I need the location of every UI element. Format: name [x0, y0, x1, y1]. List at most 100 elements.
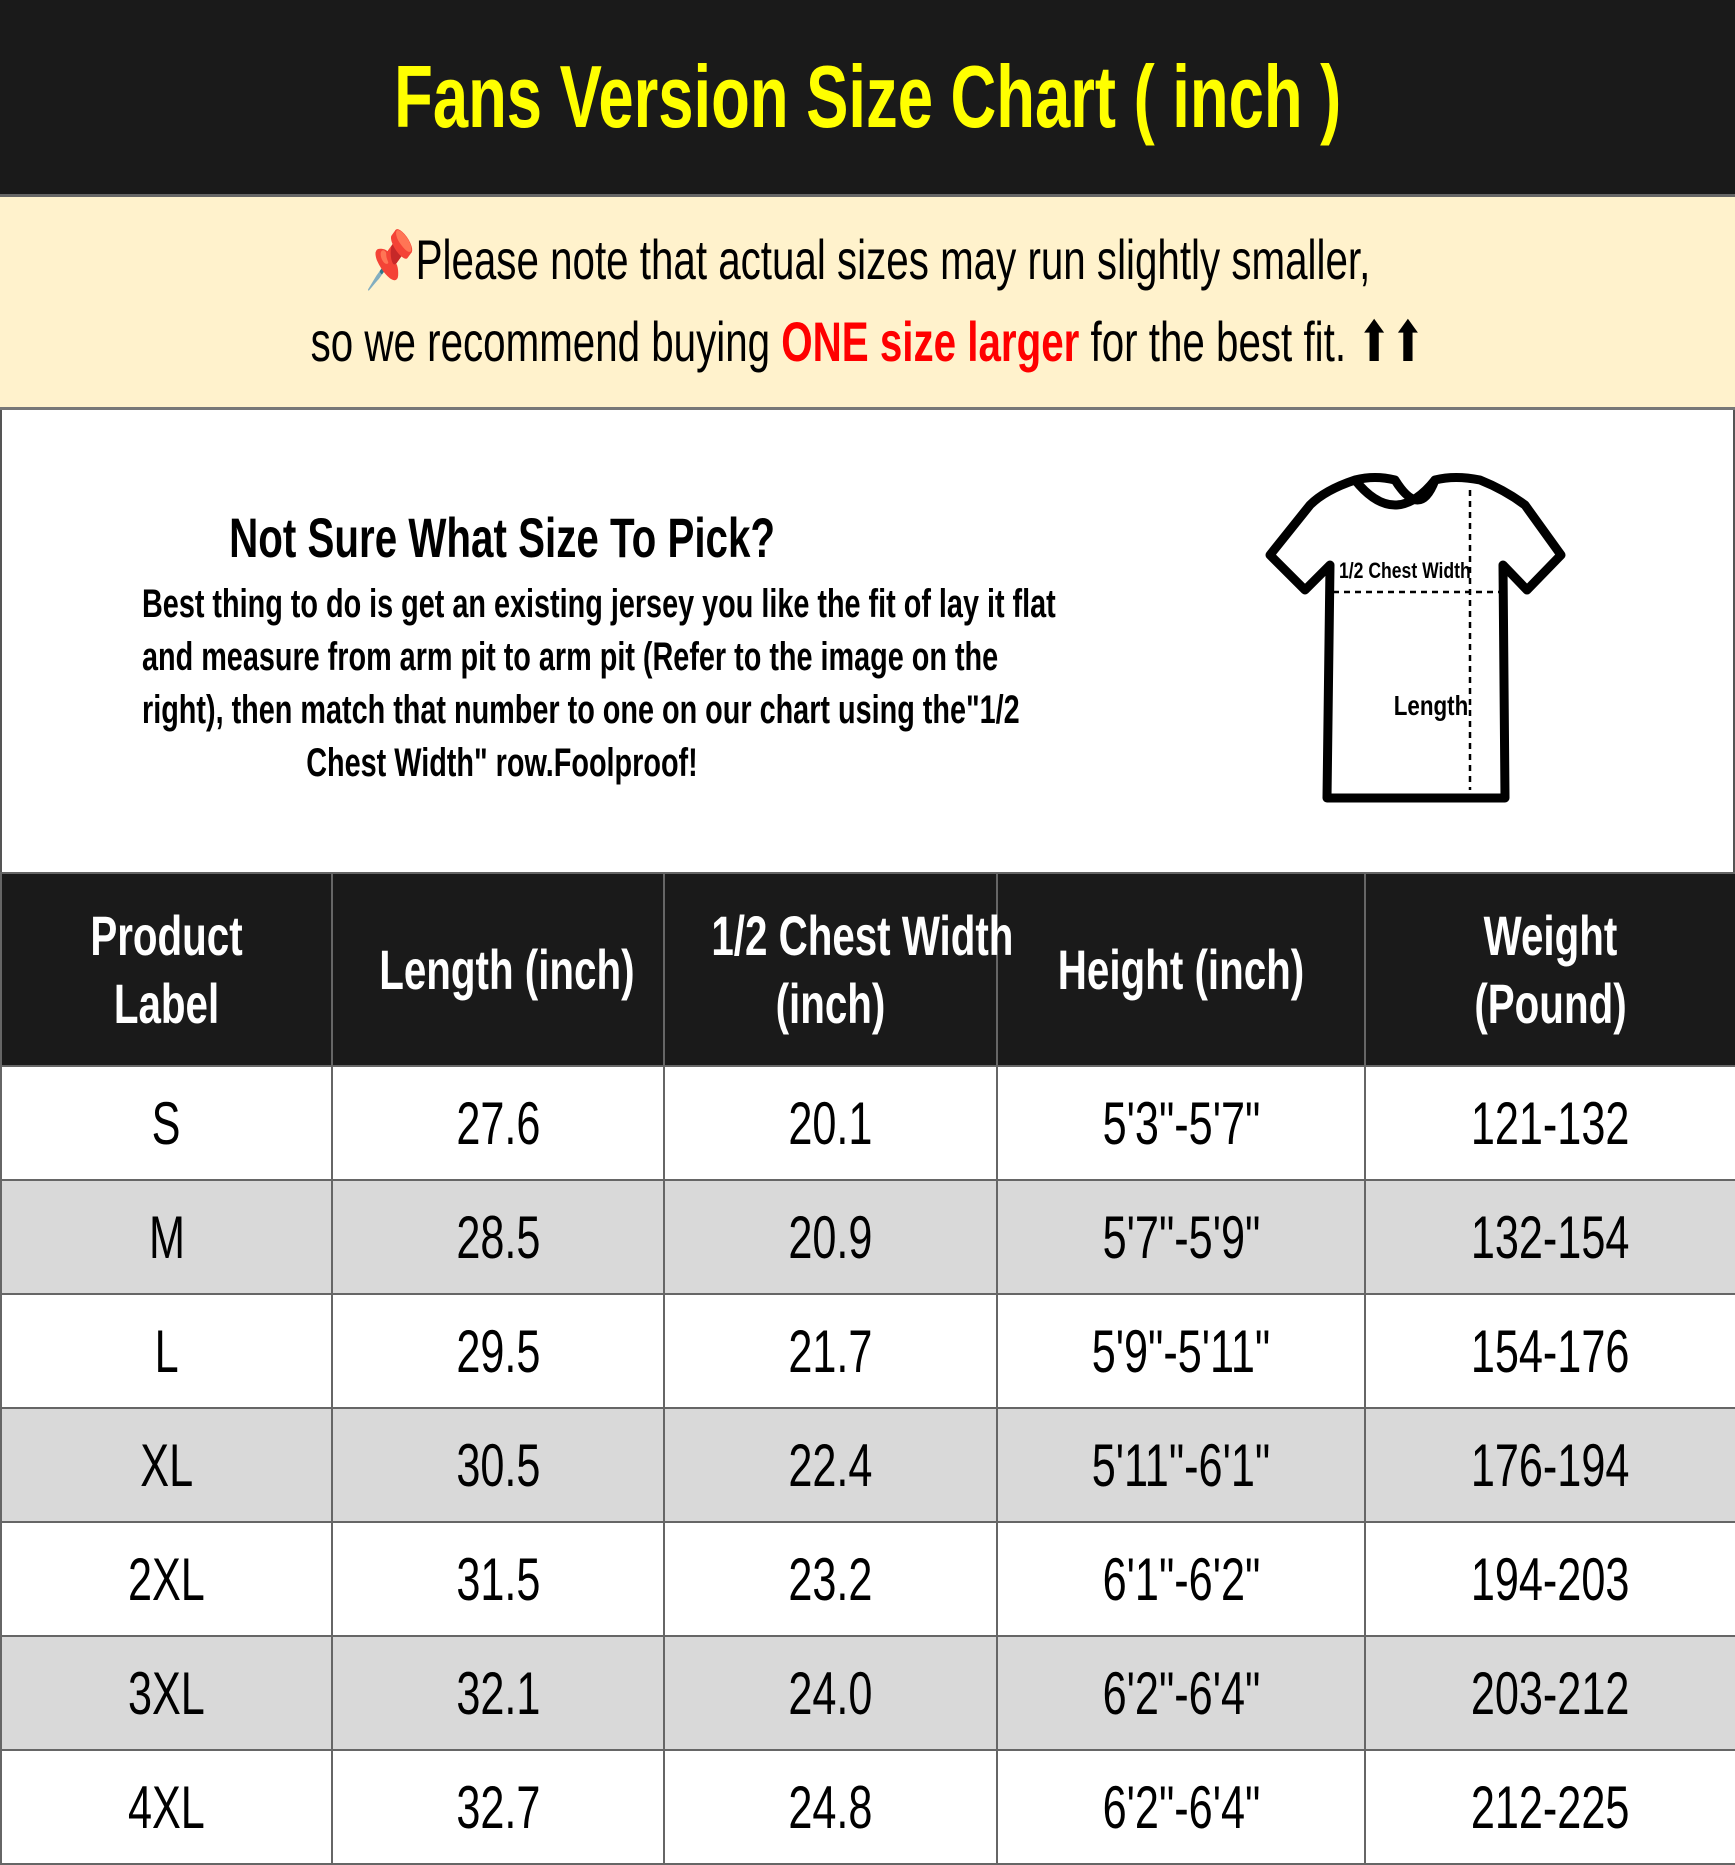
cell-text: 5'11"-6'1" — [1091, 1431, 1271, 1499]
cell-text: 5'9"-5'11" — [1091, 1317, 1271, 1385]
cell-text: 3XL — [128, 1659, 205, 1727]
table-cell: 32.1 — [331, 1635, 665, 1751]
cell-text: 121-132 — [1471, 1089, 1630, 1157]
cell-text: 22.4 — [788, 1431, 873, 1499]
table-cell: 194-203 — [1364, 1521, 1735, 1637]
table-cell: 132-154 — [1364, 1179, 1735, 1295]
table-cell: XL — [0, 1407, 333, 1523]
table-cell: 154-176 — [1364, 1293, 1735, 1409]
table-cell: 6'2"-6'4" — [996, 1749, 1366, 1865]
table-cell: 5'9"-5'11" — [996, 1293, 1366, 1409]
cell-text: M — [148, 1203, 185, 1271]
table-cell: 176-194 — [1364, 1407, 1735, 1523]
table-cell: 27.6 — [331, 1065, 665, 1181]
table-cell: 2XL — [0, 1521, 333, 1637]
tshirt-diagram: 1/2 Chest Width Length — [1265, 473, 1566, 803]
cell-text: 28.5 — [455, 1203, 541, 1271]
table-cell: 212-225 — [1364, 1749, 1735, 1865]
table-cell: 20.9 — [663, 1179, 998, 1295]
header-text: (inch) — [775, 971, 886, 1035]
cell-text: S — [152, 1089, 181, 1157]
note-line-1: Please note that actual sizes may run sl… — [415, 228, 1370, 291]
cell-text: 24.8 — [788, 1773, 873, 1841]
table-row: 3XL 32.1 24.0 6'2"-6'4" 203-212 — [0, 1635, 1735, 1751]
cell-text: 24.0 — [788, 1659, 873, 1727]
table-cell: S — [0, 1065, 333, 1181]
cell-text: 132-154 — [1471, 1203, 1630, 1271]
cell-text: 27.6 — [455, 1089, 541, 1157]
note-line-2-pre: so we recommend buying — [310, 310, 782, 373]
table-cell: 29.5 — [331, 1293, 665, 1409]
cell-text: 32.7 — [455, 1773, 541, 1841]
header-text: Height (inch) — [1057, 937, 1305, 1001]
table-cell: 22.4 — [663, 1407, 998, 1523]
table-cell: 3XL — [0, 1635, 333, 1751]
cell-text: 21.7 — [788, 1317, 873, 1385]
table-cell: 5'7"-5'9" — [996, 1179, 1366, 1295]
column-header: Weight (Pound) — [1364, 872, 1735, 1067]
cell-text: 31.5 — [455, 1545, 541, 1613]
header-text: (Pound) — [1474, 971, 1627, 1035]
cell-text: 203-212 — [1471, 1659, 1630, 1727]
measure-guide: Not Sure What Size To Pick? Best thing t… — [0, 410, 1735, 873]
cell-text: 194-203 — [1471, 1545, 1630, 1613]
cell-text: XL — [140, 1431, 193, 1499]
table-cell: M — [0, 1179, 333, 1295]
table-cell: 21.7 — [663, 1293, 998, 1409]
size-table: Product Label Length (inch) 1/2 Chest Width… — [0, 872, 1735, 1865]
cell-text: 5'7"-5'9" — [1102, 1203, 1260, 1271]
guide-line: right), then match that number to one on… — [142, 688, 1020, 732]
note-line-2-post: for the best fit. — [1079, 310, 1358, 373]
header-text: Product — [90, 903, 243, 967]
cell-text: 6'1"-6'2" — [1102, 1545, 1260, 1613]
table-row: 4XL 32.7 24.8 6'2"-6'4" 212-225 — [0, 1749, 1735, 1865]
table-cell: 24.8 — [663, 1749, 998, 1865]
table-cell: 28.5 — [331, 1179, 665, 1295]
guide-line: and measure from arm pit to arm pit (Ref… — [142, 635, 999, 679]
guide-line: Chest Width" row.Foolproof! — [306, 741, 698, 785]
length-label: Length — [1394, 691, 1469, 722]
guide-text: Best thing to do is get an existing jers… — [2, 578, 1056, 790]
size-note: 📌Please note that actual sizes may run s… — [0, 194, 1735, 410]
cell-text: 6'2"-6'4" — [1102, 1659, 1260, 1727]
table-row: L 29.5 21.7 5'9"-5'11" 154-176 — [0, 1293, 1735, 1409]
cell-text: 20.9 — [788, 1203, 873, 1271]
cell-text: L — [154, 1317, 179, 1385]
cell-text: 4XL — [128, 1773, 205, 1841]
table-cell: 6'2"-6'4" — [996, 1635, 1366, 1751]
tshirt-outline — [1265, 473, 1566, 803]
table-cell: 5'11"-6'1" — [996, 1407, 1366, 1523]
table-cell: 24.0 — [663, 1635, 998, 1751]
header-text: 1/2 Chest Width — [711, 903, 1014, 967]
cell-text: 32.1 — [455, 1659, 541, 1727]
table-cell: 6'1"-6'2" — [996, 1521, 1366, 1637]
cell-text: 20.1 — [788, 1089, 873, 1157]
cell-text: 23.2 — [788, 1545, 873, 1613]
guide-heading: Not Sure What Size To Pick? — [229, 506, 775, 569]
table-cell: L — [0, 1293, 333, 1409]
guide-line: Best thing to do is get an existing jers… — [142, 582, 1056, 626]
table-cell: 5'3"-5'7" — [996, 1065, 1366, 1181]
cell-text: 2XL — [128, 1545, 205, 1613]
cell-text: 5'3"-5'7" — [1102, 1089, 1260, 1157]
pushpin-icon: 📌 — [365, 228, 416, 291]
cell-text: 30.5 — [455, 1431, 541, 1499]
page-title: Fans Version Size Chart ( inch ) — [393, 47, 1342, 146]
cell-text: 29.5 — [455, 1317, 541, 1385]
table-cell: 203-212 — [1364, 1635, 1735, 1751]
table-row: 2XL 31.5 23.2 6'1"-6'2" 194-203 — [0, 1521, 1735, 1637]
column-header: Length (inch) — [331, 872, 665, 1067]
table-cell: 4XL — [0, 1749, 333, 1865]
header-text: Length (inch) — [379, 937, 635, 1001]
up-arrows-icon: ⬆⬆ — [1357, 310, 1425, 373]
table-cell: 32.7 — [331, 1749, 665, 1865]
header-text: Weight — [1483, 903, 1618, 967]
column-header: Height (inch) — [996, 872, 1366, 1067]
table-cell: 23.2 — [663, 1521, 998, 1637]
table-row: S 27.6 20.1 5'3"-5'7" 121-132 — [0, 1065, 1735, 1181]
chest-label: 1/2 Chest Width — [1339, 559, 1471, 583]
column-header: 1/2 Chest Width (inch) — [663, 872, 1014, 1067]
note-highlight: ONE size larger — [781, 310, 1080, 373]
table-cell: 20.1 — [663, 1065, 998, 1181]
title-banner: Fans Version Size Chart ( inch ) — [0, 0, 1735, 194]
